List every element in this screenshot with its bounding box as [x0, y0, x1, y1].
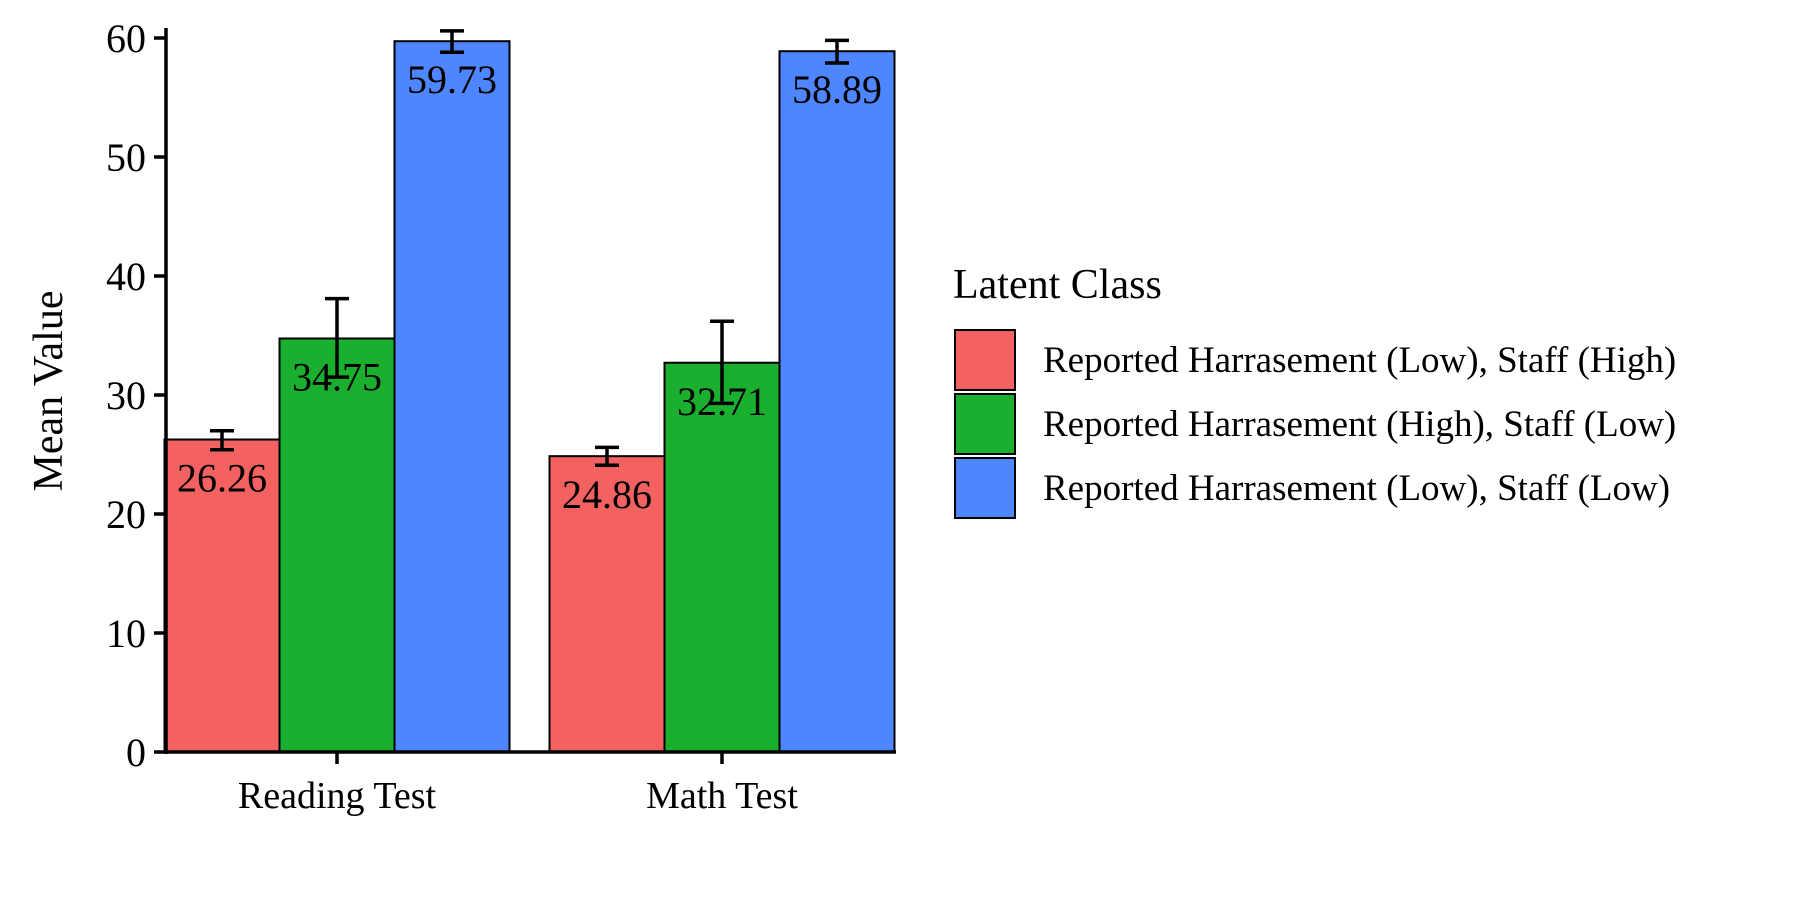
y-tick-label-6: 60 — [106, 16, 146, 61]
bar-0-0 — [163, 438, 281, 753]
y-tick-label-4: 40 — [106, 254, 146, 299]
bar-1-0 — [548, 455, 666, 753]
error-bar-1-0 — [595, 445, 619, 467]
bar-0-1 — [278, 337, 396, 753]
x-tick-label-0: Reading Test — [238, 775, 437, 817]
error-bar-1-2 — [825, 38, 849, 65]
y-tick-label-5: 50 — [106, 135, 146, 180]
y-tick-label-0: 0 — [126, 730, 146, 775]
legend-item-1: Reported Harrasement (High), Staff (Low) — [954, 393, 1676, 455]
y-tick-label-1: 10 — [106, 611, 146, 656]
data-label-1-0: 24.86 — [562, 472, 652, 517]
data-label-0-1: 34.75 — [292, 354, 382, 399]
legend: Reported Harrasement (Low), Staff (High)… — [954, 329, 1676, 519]
legend-title: Latent Class — [953, 262, 1162, 308]
y-axis-ticks: 0 10 20 30 40 50 60 — [106, 16, 166, 775]
x-axis-ticks: Reading Test Math Test — [238, 752, 798, 817]
legend-label-1: Reported Harrasement (High), Staff (Low) — [1043, 404, 1676, 445]
legend-label-0: Reported Harrasement (Low), Staff (High) — [1043, 340, 1676, 381]
error-bar-0-1 — [325, 296, 349, 379]
data-label-0-0: 26.26 — [177, 456, 267, 501]
data-label-1-1: 32.71 — [677, 379, 767, 424]
legend-item-0: Reported Harrasement (Low), Staff (High) — [954, 329, 1676, 391]
error-bar-1-1 — [710, 319, 734, 406]
error-bars-layer — [210, 29, 849, 467]
y-tick-label-3: 30 — [106, 373, 146, 418]
bar-0-2 — [393, 40, 511, 753]
legend-label-2: Reported Harrasement (Low), Staff (Low) — [1043, 468, 1670, 509]
y-axis-title: Mean Value — [26, 291, 72, 492]
data-label-0-2: 59.73 — [407, 57, 497, 102]
legend-item-2: Reported Harrasement (Low), Staff (Low) — [954, 457, 1670, 519]
bar-1-2 — [778, 50, 896, 754]
legend-swatch-0 — [954, 329, 1016, 391]
x-tick-label-1: Math Test — [646, 775, 798, 817]
y-tick-label-2: 20 — [106, 492, 146, 537]
bars-layer — [163, 40, 896, 754]
legend-swatch-1 — [954, 393, 1016, 455]
legend-swatch-2 — [954, 457, 1016, 519]
error-bar-0-0 — [210, 428, 234, 452]
data-labels-layer: 26.26 34.75 59.73 24.86 32.71 58.89 — [177, 57, 882, 517]
error-bar-0-2 — [440, 29, 464, 55]
data-label-1-2: 58.89 — [792, 67, 882, 112]
